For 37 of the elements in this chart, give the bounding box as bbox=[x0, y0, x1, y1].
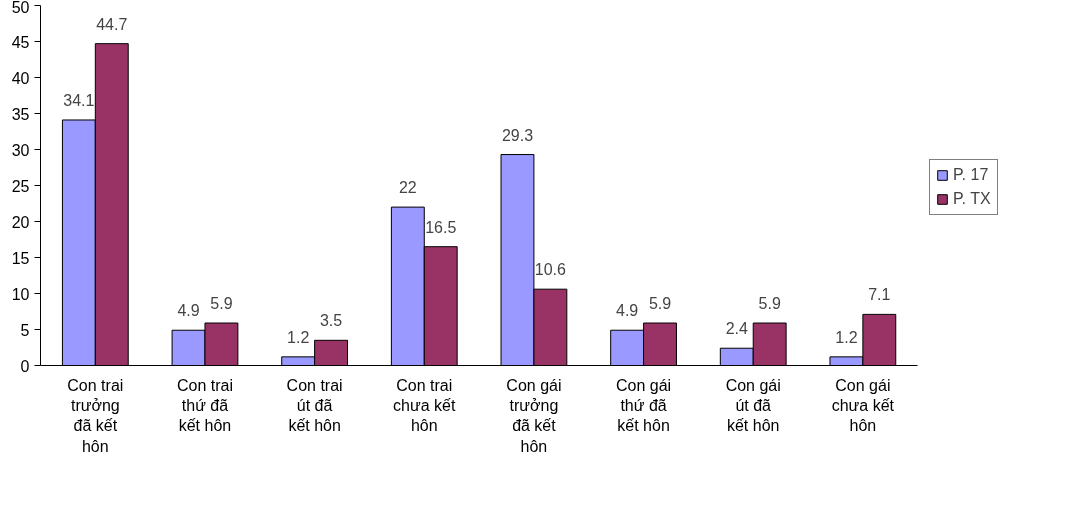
data-label: 16.5 bbox=[425, 218, 457, 236]
y-tick-label: 0 bbox=[20, 357, 30, 375]
y-tick-label: 20 bbox=[11, 213, 30, 231]
data-label: 7.1 bbox=[868, 286, 891, 304]
legend-label: P. 17 bbox=[953, 166, 989, 184]
x-tick-label: Con gái út đã kết hôn bbox=[725, 376, 781, 435]
data-label: 2.4 bbox=[725, 320, 748, 338]
data-label: 29.3 bbox=[501, 126, 534, 144]
data-label: 3.5 bbox=[319, 312, 343, 330]
x-tick-label: Con gái thứ đã kết hôn bbox=[616, 376, 672, 435]
y-tick-label: 40 bbox=[11, 69, 30, 87]
data-label: 4.9 bbox=[616, 302, 639, 320]
data-label: 4.9 bbox=[177, 302, 200, 320]
data-label: 5.9 bbox=[648, 295, 672, 313]
data-label: 5.9 bbox=[210, 295, 233, 313]
x-tick-label: Con trai út đã kết hôn bbox=[286, 376, 343, 435]
x-tick-label: Con trai trưởng đã kết hôn bbox=[67, 376, 124, 455]
x-tick-label: Con gái trưởng đã kết hôn bbox=[506, 376, 562, 455]
data-label: 22 bbox=[398, 179, 417, 197]
y-tick-label: 35 bbox=[11, 105, 30, 123]
legend-label: P. TX bbox=[953, 190, 991, 208]
y-tick-label: 25 bbox=[11, 177, 30, 195]
x-tick-label: Con trai chưa kết hôn bbox=[393, 376, 456, 435]
data-label: 5.9 bbox=[758, 295, 781, 313]
y-tick-label: 30 bbox=[11, 141, 30, 159]
y-tick-label: 5 bbox=[20, 321, 30, 339]
y-tick-label: 45 bbox=[11, 33, 30, 51]
y-tick-label: 50 bbox=[11, 0, 30, 16]
data-label: 34.1 bbox=[63, 91, 95, 109]
x-tick-label: Con gái chưa kết hôn bbox=[831, 376, 895, 435]
data-label: 1.2 bbox=[287, 328, 310, 346]
data-label: 10.6 bbox=[534, 261, 567, 279]
data-label: 44.7 bbox=[96, 15, 128, 33]
y-tick-label: 15 bbox=[11, 249, 30, 267]
data-label: 1.2 bbox=[835, 328, 858, 346]
y-tick-label: 10 bbox=[11, 285, 30, 303]
x-tick-label: Con trai thứ đã kết hôn bbox=[176, 376, 233, 435]
